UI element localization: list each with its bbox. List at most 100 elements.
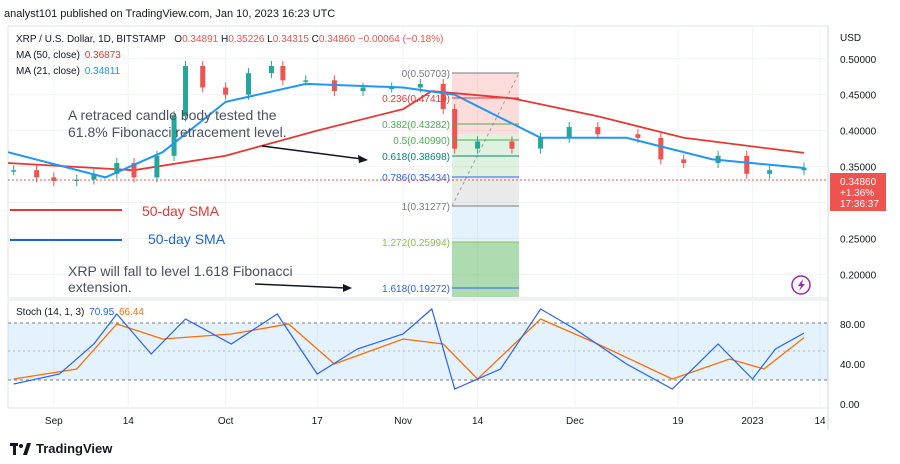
stoch-d-value: 66.44 — [118, 307, 144, 318]
stoch-k-path — [13, 307, 805, 390]
annotation-retrace-line1: A retraced candle body tested the — [68, 107, 277, 123]
time-tick-label: 14 — [814, 416, 826, 427]
candle-body — [51, 177, 57, 181]
footer-brand[interactable]: TradingView — [10, 441, 112, 456]
chart-canvas[interactable]: 0(0.50703) 0.236(0.47419) 0.382(0.43282) 0.… — [0, 24, 900, 440]
fib-level-label: 0.382(0.43282) — [382, 120, 450, 131]
price-tick-label: 0.20000 — [840, 270, 877, 281]
candle-body — [440, 83, 446, 110]
ma50-label: MA (50, close) — [16, 50, 80, 61]
time-tick-label: Sep — [45, 416, 63, 427]
ma21-path — [7, 82, 805, 179]
legend-stoch-row[interactable]: Stoch (14, 1, 3) 70.95 66.44 — [16, 307, 144, 318]
last-price-badge-bg — [830, 173, 886, 211]
candle-body — [183, 65, 189, 117]
arrow-head — [343, 284, 352, 292]
candle-body — [171, 116, 177, 156]
ohlc-c-label: C — [311, 34, 319, 45]
fib-labels: 0(0.50703) 0.236(0.47419) 0.382(0.43282) 0.… — [382, 69, 519, 295]
annotation-fall: XRP will fall to level 1.618 Fibonacci e… — [68, 263, 352, 295]
stoch-axis[interactable]: 80.00 40.00 0.00 — [840, 320, 865, 411]
price-axis[interactable]: 0.500000.450000.400000.350000.300000.250… — [840, 55, 877, 282]
ma21-line — [7, 82, 805, 179]
stoch-tick-label: 40.00 — [840, 360, 865, 371]
candle-body — [595, 127, 601, 135]
ma50-value: 0.36873 — [84, 50, 121, 61]
time-tick-label: 19 — [672, 416, 684, 427]
annotation-fall-line1: XRP will fall to level 1.618 Fibonacci — [68, 263, 293, 279]
candle-body — [200, 65, 206, 88]
stoch-band — [8, 322, 828, 381]
candle-body — [767, 170, 773, 174]
time-tick-label: Nov — [394, 416, 412, 427]
legend-ma50-row[interactable]: MA (50, close) 0.36873 — [16, 50, 121, 61]
sma-legend-drawn: 50-day SMA 50-day SMA — [10, 203, 226, 247]
candle-body — [681, 159, 687, 163]
grid — [8, 26, 828, 408]
fibonacci-tool[interactable] — [451, 72, 520, 297]
arrow-line — [254, 283, 347, 289]
alert-icon[interactable] — [791, 275, 811, 295]
brand-name: TradingView — [36, 441, 113, 456]
sma-red-label: 50-day SMA — [142, 203, 220, 219]
time-tick-label: 2023 — [741, 416, 764, 427]
candle-body — [417, 83, 423, 88]
price-tick-label: 0.35000 — [840, 163, 877, 174]
last-price-badge: 0.34860 +1.36% 17:36:37 — [830, 173, 886, 211]
time-tick-label: 14 — [123, 416, 135, 427]
ma21-value: 0.34811 — [84, 66, 121, 77]
ma50-path — [7, 90, 805, 172]
publisher-line: analyst101 published on TradingView.com,… — [4, 8, 336, 20]
candle-body — [475, 141, 481, 149]
candle-body — [34, 170, 40, 178]
sma-blue-label: 50-day SMA — [148, 231, 226, 247]
candle-body — [131, 163, 137, 178]
fib-zone-blue — [452, 206, 519, 242]
fib-level-label: 0.5(0.40990) — [393, 136, 450, 147]
candle-body — [509, 141, 515, 149]
ohlc-h: 0.35226 — [228, 34, 265, 45]
stoch-k-line — [13, 307, 805, 390]
symbol-name[interactable]: XRP / U.S. Dollar, 1D, BITSTAMP — [16, 34, 166, 45]
annotation-retrace-line2: 61.8% Fibonacci retracement level. — [68, 124, 287, 140]
stoch-label: Stoch (14, 1, 3) — [16, 307, 85, 318]
ohlc-l-label: L — [267, 34, 273, 45]
price-tick-label: 0.50000 — [840, 55, 877, 66]
ma50-line — [7, 90, 805, 172]
fib-level-label: 1(0.31277) — [402, 202, 450, 213]
fib-zone-red — [452, 73, 519, 134]
candle-body — [114, 163, 120, 174]
candle-body — [303, 80, 309, 82]
fib-level-label: 1.272(0.25994) — [382, 238, 450, 249]
fib-level-label: 1.618(0.19272) — [382, 284, 450, 295]
time-tick-label: Dec — [566, 416, 584, 427]
legend-ma21-row[interactable]: MA (21, close) 0.34811 — [16, 66, 120, 77]
ohlc-o: 0.34891 — [182, 34, 219, 45]
price-tick-label: 0.25000 — [840, 234, 877, 245]
fib-level-label: 0(0.50703) — [402, 69, 450, 80]
candle-body — [658, 137, 664, 160]
candle-body — [246, 73, 252, 95]
candle-body — [452, 109, 458, 149]
fib-zone-green-2 — [452, 242, 519, 297]
time-tick-label: 14 — [472, 416, 484, 427]
stoch-d-line — [13, 318, 805, 380]
stoch-k-value: 70.95 — [89, 307, 115, 318]
candles — [11, 60, 807, 186]
candle-body — [389, 87, 395, 90]
candle-body — [268, 65, 274, 74]
candle-body — [566, 127, 572, 138]
candle-body — [280, 65, 286, 81]
fib-level-label: 0.236(0.47419) — [382, 94, 450, 105]
time-axis[interactable]: Sep 14 Oct 17 Nov 14 Dec 19 2023 14 — [45, 416, 826, 427]
price-tick-label: 0.40000 — [840, 127, 877, 138]
stoch-tick-label: 0.00 — [840, 400, 860, 411]
candle-body — [11, 170, 17, 172]
candle-body — [635, 134, 641, 138]
legend-symbol-row: XRP / U.S. Dollar, 1D, BITSTAMP O0.34891… — [16, 34, 443, 45]
stoch-d-path — [13, 318, 805, 380]
ohlc-l: 0.34315 — [272, 34, 309, 45]
candle-body — [801, 167, 807, 171]
price-tick-label: 0.45000 — [840, 91, 877, 102]
candle-body — [744, 155, 750, 174]
